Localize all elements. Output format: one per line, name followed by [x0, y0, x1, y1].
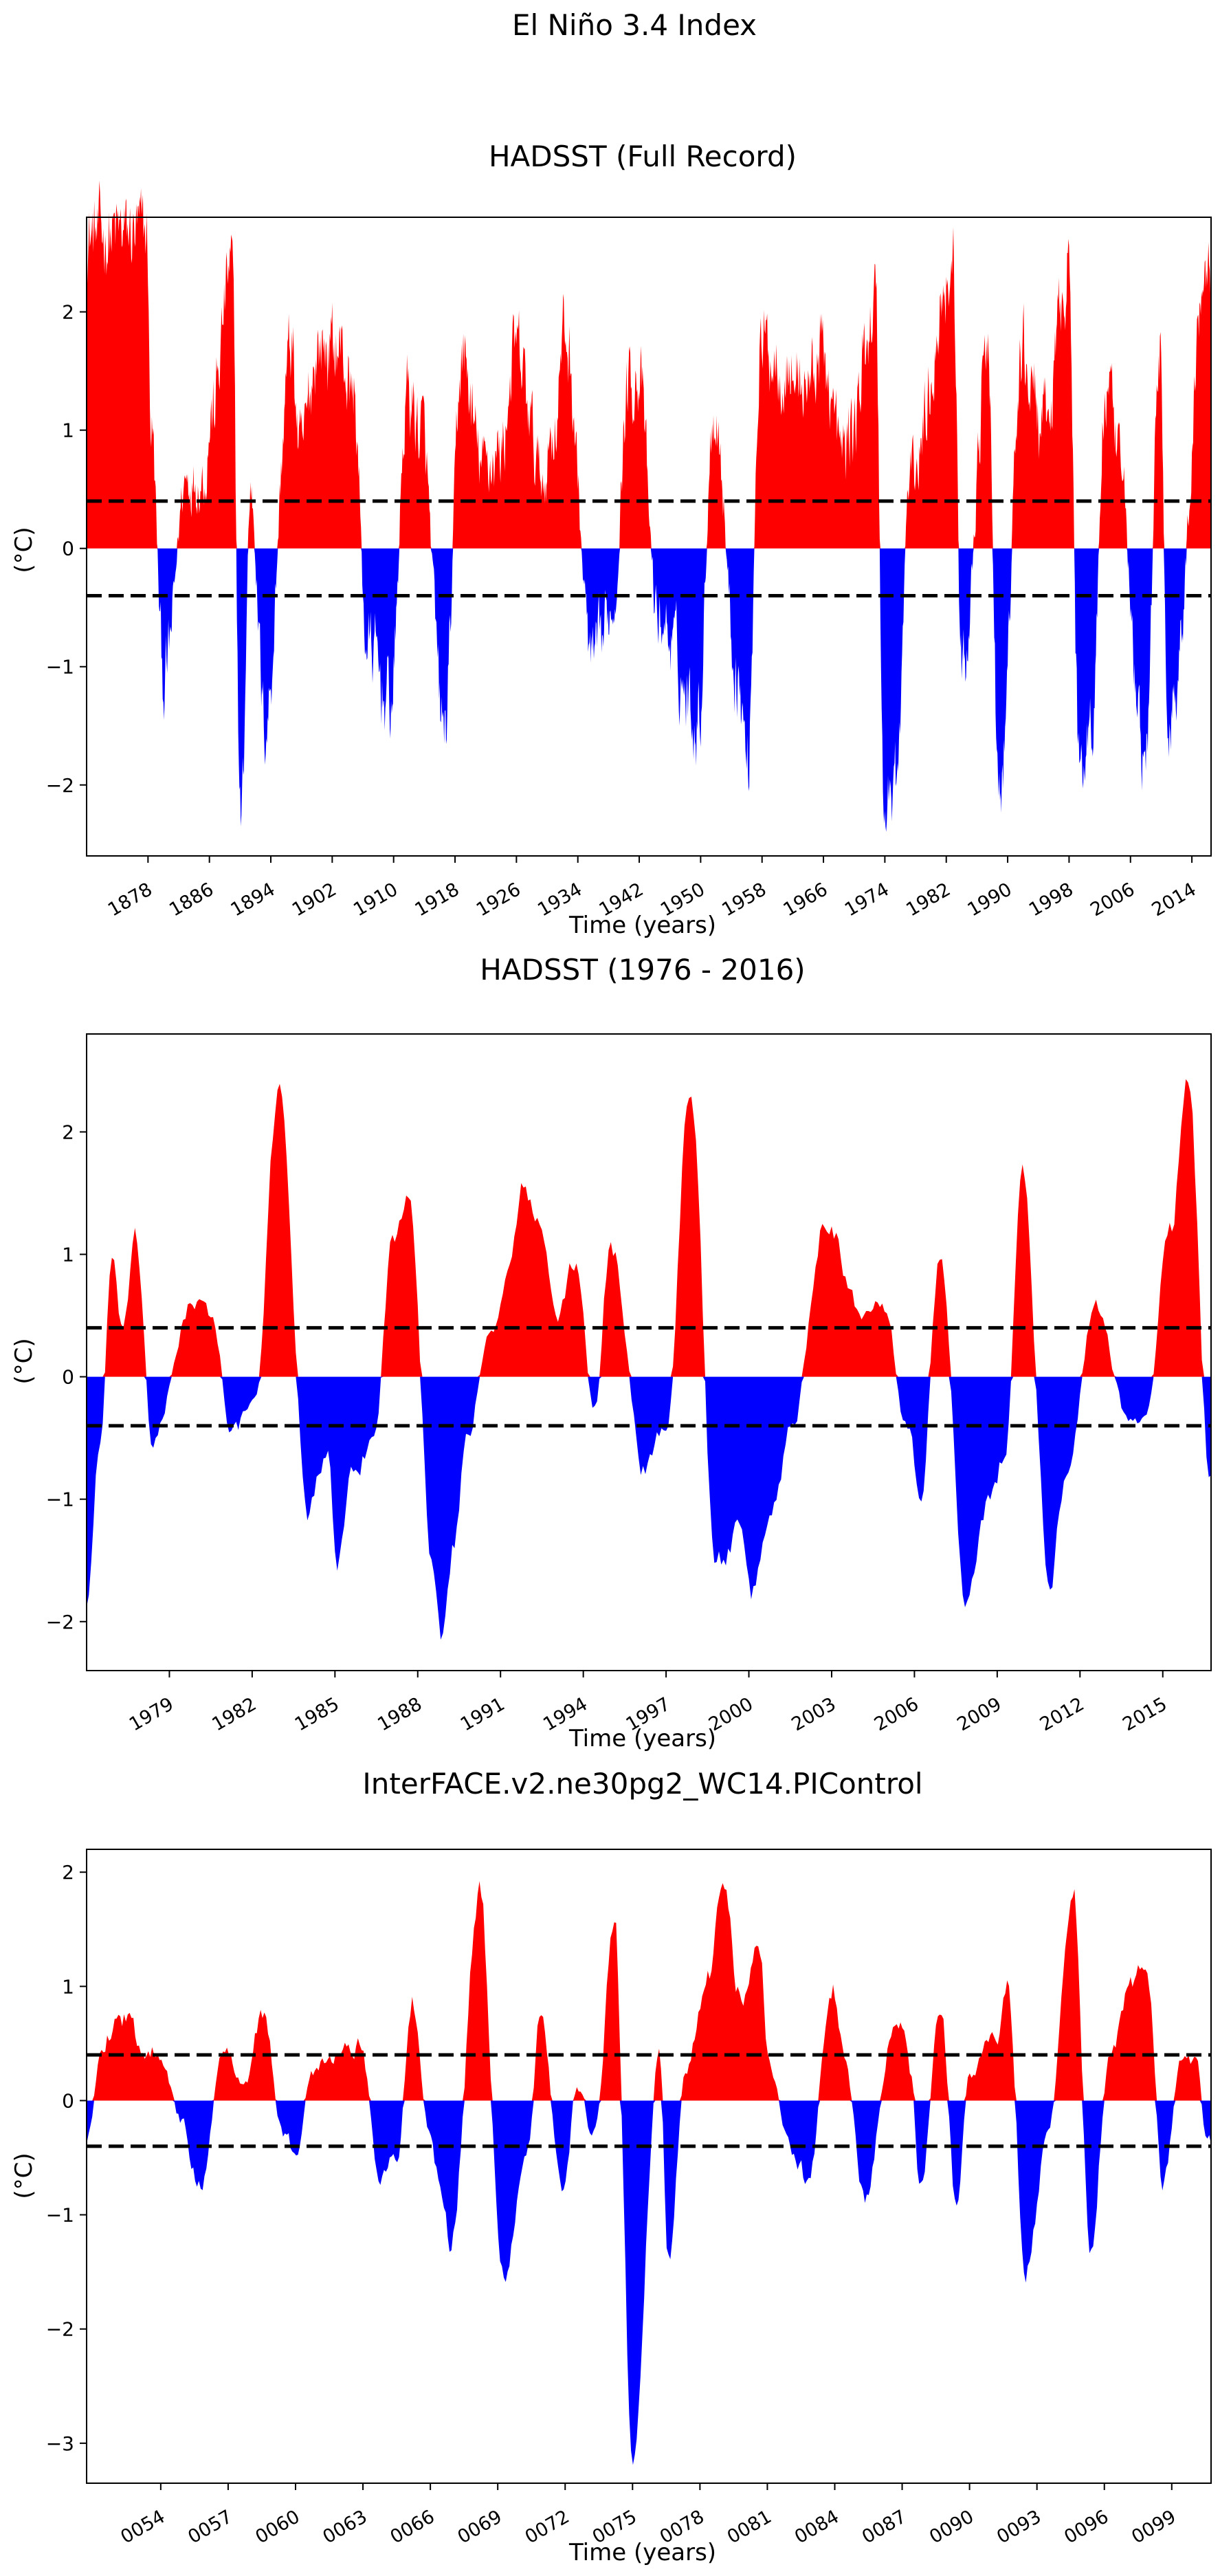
x-tick-label: 1918 [412, 879, 463, 921]
negative-anomaly-area [87, 548, 1211, 832]
x-tick-label: 0090 [926, 2506, 977, 2548]
plot-frame [86, 217, 1212, 857]
x-tick-label: 1991 [457, 1693, 509, 1735]
negative-anomaly-area [87, 2100, 1211, 2465]
y-axis-label: (°C) [10, 527, 38, 573]
x-tick-label: 2006 [1087, 879, 1138, 921]
x-tick-label: 0072 [522, 2506, 573, 2548]
y-tick-label: 1 [62, 1975, 74, 1998]
y-tick-label: 0 [62, 538, 74, 560]
plot-frame [86, 1033, 1212, 1671]
x-tick-label: 0054 [117, 2506, 168, 2548]
y-tick-label: −2 [46, 774, 74, 797]
chart-1976-2016: HADSST (1976 - 2016) −2 −1 0 1 2 1979 1982 1985… [10, 953, 1212, 1752]
chart-title: HADSST (Full Record) [489, 140, 797, 173]
x-axis-label: Time (years) [568, 1725, 716, 1752]
x-tick-label: 0084 [791, 2506, 843, 2548]
x-tick-label: 1979 [126, 1693, 177, 1735]
chart-model-picontrol: InterFACE.v2.ne30pg2_WC14.PIControl −3 −2… [10, 1767, 1212, 2566]
negative-anomaly-area [87, 1376, 1211, 1640]
x-tick-label: 1974 [841, 879, 893, 921]
x-tick-label: 2006 [871, 1693, 922, 1735]
x-tick-label: 0066 [387, 2506, 439, 2548]
y-tick-label: 0 [62, 2089, 74, 2112]
x-tick-label: 1910 [350, 879, 401, 921]
x-tick-label: 1990 [964, 879, 1016, 921]
positive-anomaly-area [87, 1079, 1211, 1377]
y-tick-label: −3 [46, 2432, 74, 2455]
x-tick-label: 1886 [166, 879, 217, 921]
y-tick-label: 0 [62, 1366, 74, 1389]
x-tick-label: 1988 [374, 1693, 425, 1735]
plot-frame [86, 1849, 1212, 2484]
x-tick-label: 1998 [1025, 879, 1077, 921]
y-tick-label: −1 [46, 656, 74, 679]
x-tick-label: 1966 [780, 879, 832, 921]
y-tick-label: 2 [62, 1121, 74, 1143]
y-tick-label: 1 [62, 419, 74, 442]
y-tick-label: 1 [62, 1244, 74, 1266]
x-tick-label: 1878 [104, 879, 156, 921]
figure-suptitle: El Niño 3.4 Index [512, 8, 757, 42]
y-tick-label: −1 [46, 1488, 74, 1511]
x-tick-label: 0087 [858, 2506, 910, 2548]
x-tick-label: 1985 [291, 1693, 343, 1735]
y-tick-label: −1 [46, 2204, 74, 2227]
x-tick-label: 0069 [454, 2506, 506, 2548]
chart-title: InterFACE.v2.ne30pg2_WC14.PIControl [362, 1767, 922, 1801]
y-tick-label: −2 [46, 1611, 74, 1633]
x-tick-label: 1982 [208, 1693, 260, 1735]
x-tick-label: 0057 [184, 2506, 236, 2548]
x-tick-label: 0096 [1061, 2506, 1112, 2548]
y-tick-label: 2 [62, 301, 74, 324]
y-axis-label: (°C) [10, 2153, 38, 2199]
x-tick-label: 2015 [1119, 1693, 1171, 1735]
x-tick-label: 0099 [1128, 2506, 1179, 2548]
y-axis-label: (°C) [10, 1338, 38, 1384]
x-tick-label: 0093 [993, 2506, 1045, 2548]
x-tick-label: 1958 [718, 879, 770, 921]
x-axis-label: Time (years) [568, 912, 716, 939]
x-tick-label: 0081 [724, 2506, 775, 2548]
y-tick-label: 2 [62, 1861, 74, 1884]
positive-anomaly-area [87, 1881, 1211, 2101]
x-tick-label: 1982 [902, 879, 954, 921]
x-tick-label: 1926 [473, 879, 524, 921]
chart-title: HADSST (1976 - 2016) [480, 953, 805, 987]
chart-full-record: HADSST (Full Record) −2 −1 0 1 2 1878 1886 1894… [10, 140, 1212, 939]
x-tick-label: 0063 [320, 2506, 371, 2548]
x-tick-label: 1894 [228, 879, 279, 921]
x-tick-label: 1902 [289, 879, 340, 921]
x-tick-label: 2014 [1149, 879, 1200, 921]
x-tick-label: 2009 [953, 1693, 1005, 1735]
x-axis-label: Time (years) [568, 2539, 716, 2566]
x-tick-label: 0060 [252, 2506, 303, 2548]
x-tick-label: 2012 [1036, 1693, 1088, 1735]
y-tick-label: −2 [46, 2318, 74, 2341]
x-tick-label: 2003 [788, 1693, 839, 1735]
positive-anomaly-area [87, 180, 1211, 549]
